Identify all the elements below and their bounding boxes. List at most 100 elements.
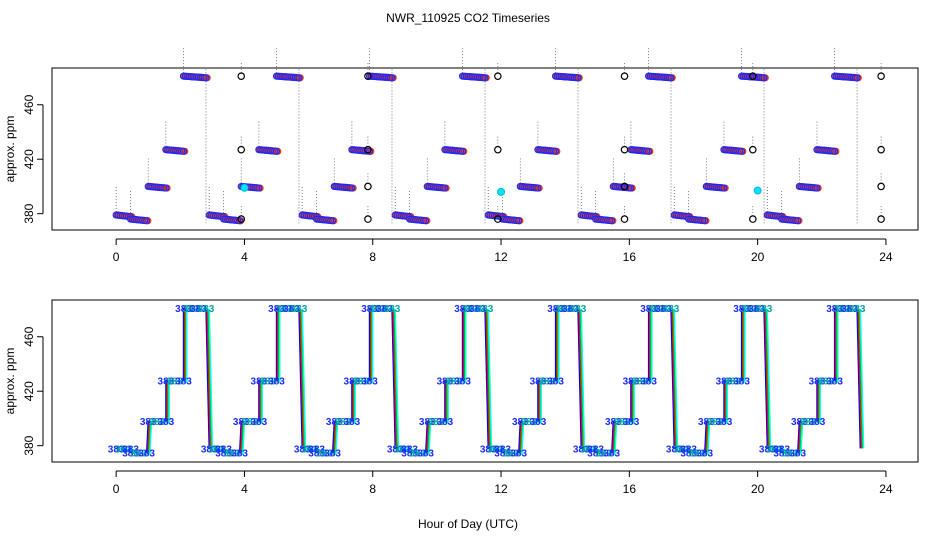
bottom-point-label: 383 — [841, 304, 858, 315]
bottom-x-tick-label: 16 — [623, 482, 637, 496]
bottom-point-label: 383 — [733, 304, 750, 315]
bottom-point-label: 383 — [401, 448, 418, 459]
top-data-point-blue — [143, 217, 151, 225]
top-cycle-8 — [763, 46, 862, 225]
bottom-point-label: 383 — [800, 417, 817, 428]
top-x-tick-label: 24 — [879, 250, 893, 264]
bottom-point-label: 383 — [663, 304, 680, 315]
top-data-point-blue — [794, 217, 802, 225]
top-reference-point — [494, 215, 502, 223]
top-x-tick-label: 8 — [369, 250, 376, 264]
top-plot-area — [112, 46, 885, 225]
top-reference-point — [620, 145, 629, 154]
top-highlight-point — [240, 183, 249, 192]
top-data-point-blue — [737, 147, 746, 155]
bottom-x-tick-label: 24 — [879, 482, 893, 496]
bottom-point-label: 383 — [477, 304, 494, 315]
bottom-point-label: 383 — [698, 417, 715, 428]
bottom-point-label: 383 — [344, 417, 361, 428]
bottom-point-label: 383 — [512, 417, 529, 428]
bottom-point-label: 383 — [183, 304, 200, 315]
bottom-point-label: 383 — [294, 444, 311, 455]
top-data-point-blue — [853, 74, 861, 82]
top-highlight-point — [497, 187, 506, 196]
bottom-point-label: 383 — [716, 376, 733, 387]
top-reference-point — [877, 145, 885, 154]
bottom-point-label: 383 — [530, 417, 547, 428]
bottom-point-label: 383 — [316, 448, 333, 459]
bottom-point-label: 383 — [555, 304, 572, 315]
bottom-series-line — [212, 307, 307, 455]
top-data-point-blue — [202, 74, 210, 82]
top-cycle-3 — [298, 46, 397, 225]
bottom-point-label: 383 — [640, 376, 657, 387]
top-data-point-blue — [179, 147, 188, 155]
top-data-point-blue — [515, 217, 523, 225]
bottom-point-label: 383 — [233, 417, 250, 428]
bottom-point-label: 383 — [809, 417, 826, 428]
bottom-cycle-5: 3833833833833833833833833833833833833833… — [480, 304, 587, 459]
top-reference-point — [364, 215, 372, 223]
top-data-point-blue — [458, 147, 467, 155]
top-reference-point — [364, 72, 372, 80]
bottom-point-label: 383 — [494, 448, 511, 459]
top-data-point-blue — [365, 147, 374, 155]
bottom-point-label: 383 — [688, 448, 705, 459]
bottom-point-label: 383 — [570, 304, 587, 315]
bottom-plot-frame — [51, 299, 919, 463]
bottom-point-label: 383 — [707, 417, 724, 428]
bottom-point-label: 383 — [781, 448, 798, 459]
top-reference-point — [237, 145, 246, 154]
top-x-tick-label: 16 — [623, 250, 637, 264]
top-reference-point — [749, 145, 757, 154]
bottom-point-label: 383 — [326, 417, 343, 428]
top-reference-point — [364, 145, 372, 154]
top-axes: 0 4 8 12 16 20 24 380 420 460 — [22, 94, 893, 264]
top-reference-point — [620, 72, 629, 80]
bottom-point-label: 383 — [462, 304, 479, 315]
bottom-point-label: 383 — [502, 448, 519, 459]
bottom-point-label: 383 — [198, 304, 215, 315]
bottom-point-label: 383 — [208, 444, 225, 455]
bottom-x-tick-label: 12 — [494, 482, 508, 496]
bottom-series-line — [119, 307, 214, 455]
bottom-series-line — [305, 307, 400, 455]
bottom-point-label: 383 — [166, 376, 183, 387]
bottom-axes: 0 4 8 12 16 20 24 380 420 460 — [22, 326, 893, 496]
bottom-point-label: 383 — [437, 376, 454, 387]
bottom-point-label: 383 — [215, 448, 232, 459]
bottom-x-tick-label: 20 — [751, 482, 765, 496]
bottom-point-label: 383 — [521, 417, 538, 428]
bottom-series-line — [584, 307, 679, 455]
bottom-point-label: 383 — [190, 304, 207, 315]
bottom-point-label: 383 — [724, 376, 741, 387]
top-reference-point — [237, 215, 246, 223]
figure-title: NWR_110925 CO2 Timeseries — [386, 11, 550, 25]
bottom-cycle-4: 3833833833833833833833833833833833833833… — [387, 304, 494, 459]
bottom-point-label: 383 — [789, 448, 806, 459]
bottom-point-label: 383 — [130, 448, 147, 459]
top-reference-point — [620, 182, 629, 191]
top-x-tick-label: 4 — [241, 250, 248, 264]
top-data-point-blue — [760, 74, 768, 82]
bottom-point-label: 383 — [791, 417, 808, 428]
bottom-point-label: 383 — [242, 417, 259, 428]
bottom-point-label: 383 — [826, 376, 843, 387]
bottom-point-label: 383 — [773, 448, 790, 459]
top-cycle-4 — [391, 46, 490, 225]
bottom-point-label: 383 — [369, 304, 386, 315]
bottom-x-tick-label: 4 — [241, 482, 248, 496]
bottom-panel: 3833833833833833833833833833833833833833… — [3, 299, 919, 496]
bottom-point-label: 383 — [445, 376, 462, 387]
bottom-point-label: 383 — [595, 448, 612, 459]
bottom-point-label: 383 — [335, 417, 352, 428]
bottom-point-label: 383 — [547, 304, 564, 315]
bottom-point-label: 383 — [623, 417, 640, 428]
bottom-point-label: 383 — [826, 304, 843, 315]
bottom-point-label: 383 — [251, 376, 268, 387]
bottom-point-label: 383 — [494, 444, 511, 455]
bottom-point-label: 383 — [158, 376, 175, 387]
bottom-point-label: 383 — [809, 376, 826, 387]
top-data-point-blue — [720, 184, 728, 192]
bottom-point-label: 383 — [673, 444, 690, 455]
